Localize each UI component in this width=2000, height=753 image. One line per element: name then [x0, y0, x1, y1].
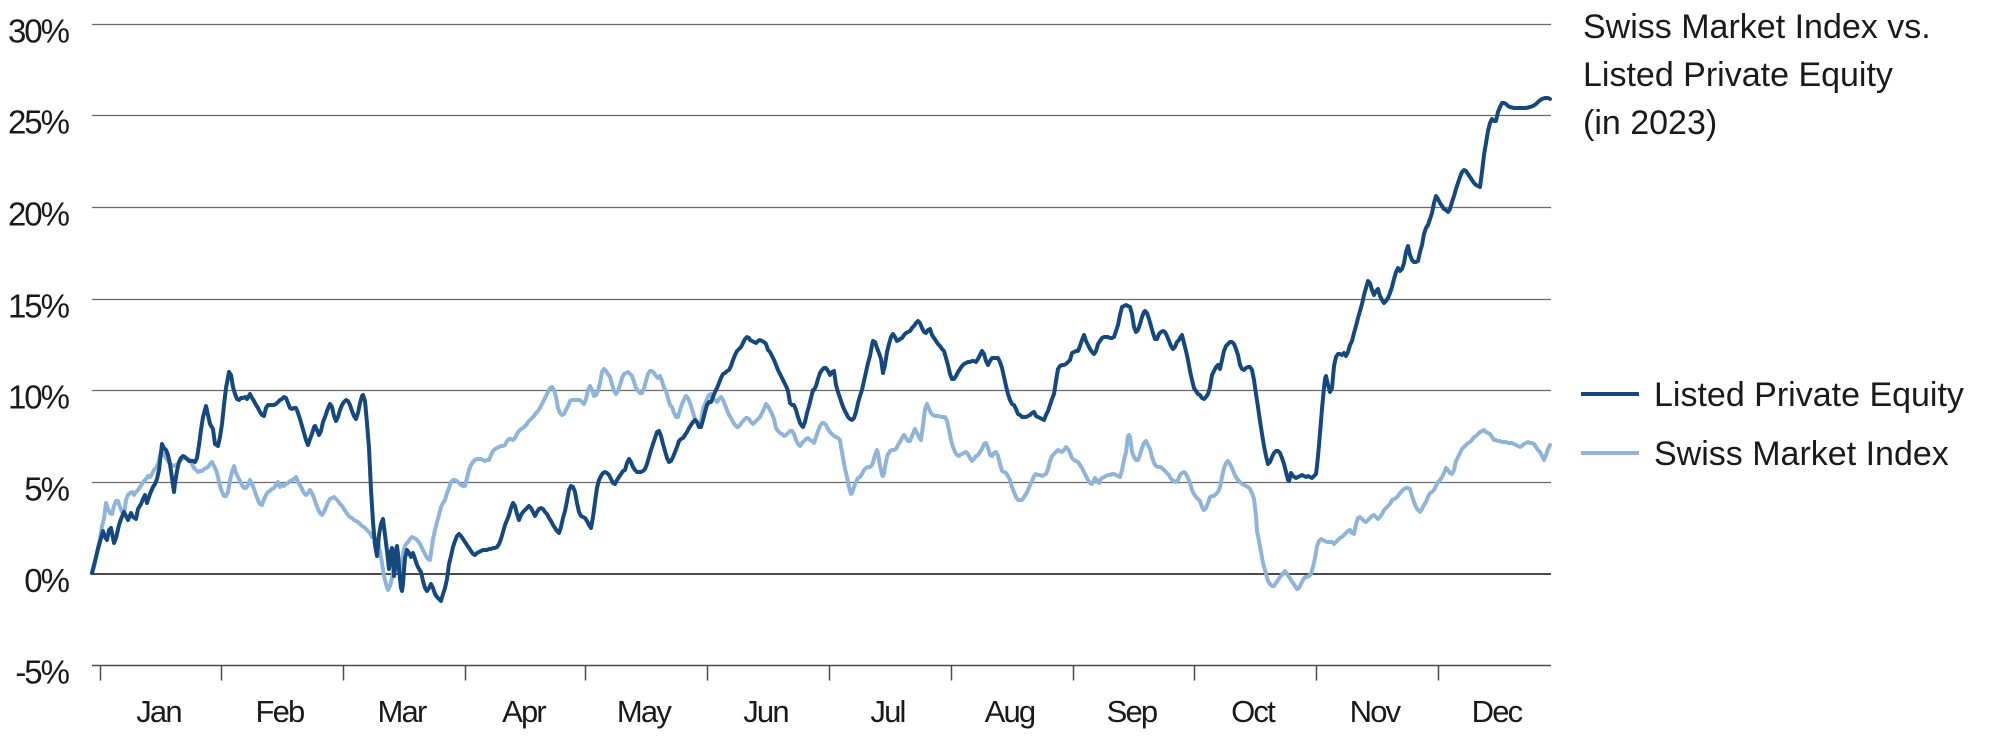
svg-text:Feb: Feb — [255, 694, 304, 729]
svg-text:Mar: Mar — [378, 694, 427, 729]
svg-text:Jan: Jan — [136, 694, 181, 729]
svg-text:15%: 15% — [8, 288, 70, 325]
svg-text:Jul: Jul — [870, 694, 904, 729]
svg-text:Apr: Apr — [502, 694, 546, 729]
svg-text:25%: 25% — [8, 104, 70, 141]
svg-text:Swiss Market Index vs.: Swiss Market Index vs. — [1583, 8, 1931, 46]
svg-text:Nov: Nov — [1350, 694, 1402, 729]
svg-text:May: May — [617, 694, 672, 729]
svg-text:Jun: Jun — [743, 694, 788, 729]
svg-text:Swiss Market Index: Swiss Market Index — [1654, 435, 1949, 473]
svg-text:0%: 0% — [24, 562, 69, 599]
svg-text:5%: 5% — [24, 471, 69, 508]
svg-text:Oct: Oct — [1231, 694, 1276, 729]
svg-text:10%: 10% — [8, 379, 70, 416]
svg-text:Dec: Dec — [1472, 694, 1523, 729]
svg-text:(in 2023): (in 2023) — [1583, 104, 1717, 142]
svg-text:30%: 30% — [8, 13, 70, 50]
svg-text:Listed Private Equity: Listed Private Equity — [1583, 56, 1893, 94]
svg-text:-5%: -5% — [15, 654, 69, 691]
svg-text:Aug: Aug — [985, 694, 1035, 729]
svg-text:20%: 20% — [8, 196, 70, 233]
svg-text:Listed Private Equity: Listed Private Equity — [1654, 376, 1964, 414]
svg-text:Sep: Sep — [1107, 694, 1157, 729]
